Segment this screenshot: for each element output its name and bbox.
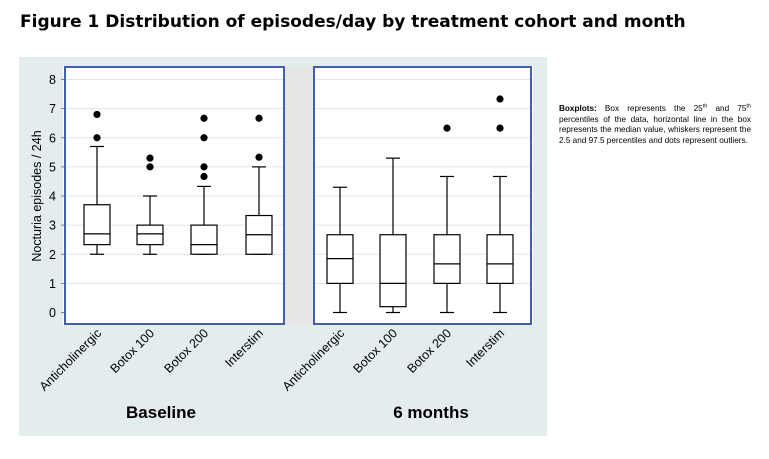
y-tick-label: 6 — [49, 131, 56, 145]
outlier-point — [93, 134, 101, 142]
caption-sup-1: th — [702, 103, 708, 110]
box — [190, 224, 218, 255]
caption-text-2: and 75 — [707, 104, 747, 113]
outlier-point — [255, 114, 263, 122]
figure-caption: Boxplots: Box represents the 25th and 75… — [559, 104, 751, 146]
outlier-point — [200, 134, 208, 142]
group-frame — [64, 66, 285, 325]
outlier-point — [200, 172, 208, 181]
y-tick-label: 1 — [49, 277, 56, 291]
outlier-point — [255, 153, 263, 161]
box — [83, 204, 111, 246]
y-axis-label: Nocturia episodes / 24h — [30, 130, 44, 261]
box — [136, 224, 164, 246]
group-label: Baseline — [126, 403, 196, 422]
y-tick-label: 3 — [49, 219, 56, 233]
y-tick-label: 2 — [49, 248, 56, 262]
caption-text-1: Box represents the 25 — [596, 104, 703, 113]
caption-lead: Boxplots: — [559, 104, 597, 113]
panel-gap — [284, 66, 314, 325]
y-tick-label: 8 — [49, 73, 56, 87]
outlier-point — [93, 110, 101, 119]
caption-sup-2: th — [746, 103, 751, 110]
outlier-point — [200, 114, 208, 122]
y-tick-label: 5 — [49, 160, 56, 174]
box — [379, 234, 407, 308]
outlier-point — [443, 124, 451, 132]
box — [486, 234, 514, 284]
outlier-point — [496, 124, 504, 132]
y-tick-label: 7 — [49, 102, 56, 116]
caption-text-3: percentiles of the data, horizontal line… — [559, 114, 751, 145]
figure-title: Figure 1 Distribution of episodes/day by… — [20, 12, 686, 32]
y-tick-label: 0 — [49, 306, 56, 320]
outlier-point — [496, 95, 504, 103]
outlier-point — [146, 163, 154, 171]
group-frame — [313, 66, 532, 325]
outlier-point — [146, 154, 154, 162]
y-tick-label: 4 — [49, 190, 56, 204]
outlier-point — [200, 163, 208, 171]
box — [433, 234, 461, 284]
group-label: 6 months — [393, 403, 469, 422]
